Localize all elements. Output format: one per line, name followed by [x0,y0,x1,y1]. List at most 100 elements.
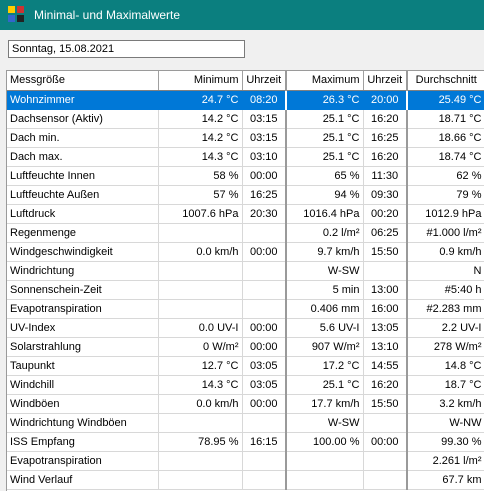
cell-max-time: 06:25 [363,223,408,243]
table-row[interactable]: Taupunkt 12.7 °C 03:05 17.2 °C 14:55 14.8 °C [7,356,484,376]
cell-measurement: Evapotranspiration [7,451,159,471]
cell-max-time: 20:00 [363,90,408,110]
cell-measurement: Dachsensor (Aktiv) [7,109,159,129]
table-row[interactable]: Dach min. 14.2 °C 03:15 25.1 °C 16:25 18.66 °… [7,128,484,148]
cell-minimum: 78.95 % [158,432,243,452]
cell-minimum: 14.3 °C [158,375,243,395]
table-row[interactable]: ISS Empfang 78.95 % 16:15 100.00 % 00:00 99.3… [7,432,484,452]
cell-maximum: 17.2 °C [286,356,364,376]
cell-measurement: ISS Empfang [7,432,159,452]
cell-min-time: 00:00 [242,242,287,262]
cell-maximum: 1016.4 hPa [286,204,364,224]
cell-maximum: W-SW [286,413,364,433]
cell-min-time: 00:00 [242,337,287,357]
col-header-average[interactable]: Durchschnitt [407,71,484,91]
cell-maximum: 94 % [286,185,364,205]
table-row[interactable]: Luftfeuchte Außen 57 % 16:25 94 % 09:30 79 % [7,185,484,205]
cell-average: 99.30 % [407,432,484,452]
cell-measurement: Windböen [7,394,159,414]
cell-minimum: 24.7 °C [158,90,243,110]
table-row[interactable]: Windrichtung Windböen W-SW W-NW [7,413,484,433]
cell-maximum: 100.00 % [286,432,364,452]
cell-average: #5:40 h [407,280,484,300]
cell-average: 25.49 °C [407,90,484,110]
cell-minimum: 12.7 °C [158,356,243,376]
window-titlebar[interactable]: Minimal- und Maximalwerte [0,0,484,30]
cell-max-time: 13:00 [363,280,408,300]
cell-average: 2.261 l/m² [407,451,484,471]
cell-max-time: 11:30 [363,166,408,186]
cell-maximum: 907 W/m² [286,337,364,357]
cell-min-time: 16:25 [242,185,287,205]
cell-average: #1.000 l/m² [407,223,484,243]
cell-min-time [242,223,287,243]
cell-max-time: 00:00 [363,432,408,452]
cell-min-time: 03:15 [242,128,287,148]
table-row[interactable]: Evapotranspiration 2.261 l/m² [7,451,484,471]
values-grid[interactable]: Messgröße Minimum Uhrzeit Maximum Uhrzei… [6,70,484,491]
table-row[interactable]: Windrichtung W-SW N [7,261,484,281]
cell-maximum: W-SW [286,261,364,281]
cell-minimum: 58 % [158,166,243,186]
table-row[interactable]: UV-Index 0.0 UV-I 00:00 5.6 UV-I 13:05 2.2 UV… [7,318,484,338]
col-header-minimum[interactable]: Minimum [158,71,243,91]
cell-minimum: 14.2 °C [158,109,243,129]
cell-average: 18.66 °C [407,128,484,148]
col-header-maximum[interactable]: Maximum [286,71,364,91]
cell-max-time: 16:20 [363,109,408,129]
cell-max-time: 00:20 [363,204,408,224]
cell-minimum [158,470,243,490]
date-field[interactable]: Sonntag, 15.08.2021 [8,40,245,58]
cell-minimum [158,261,243,281]
cell-average: #2.283 mm [407,299,484,319]
cell-maximum: 17.7 km/h [286,394,364,414]
col-header-min-time[interactable]: Uhrzeit [242,71,287,91]
cell-maximum: 25.1 °C [286,109,364,129]
cell-max-time: 16:20 [363,147,408,167]
col-header-max-time[interactable]: Uhrzeit [363,71,408,91]
table-row[interactable]: Dachsensor (Aktiv) 14.2 °C 03:15 25.1 °C 16:… [7,109,484,129]
cell-min-time [242,299,287,319]
table-row[interactable]: Evapotranspiration 0.406 mm 16:00 #2.283 mm [7,299,484,319]
cell-average: W-NW [407,413,484,433]
cell-max-time: 13:10 [363,337,408,357]
table-row[interactable]: Windböen 0.0 km/h 00:00 17.7 km/h 15:50 3.2 k… [7,394,484,414]
table-row[interactable]: Windchill 14.3 °C 03:05 25.1 °C 16:20 18.7 °C [7,375,484,395]
cell-measurement: Dach max. [7,147,159,167]
cell-max-time [363,470,408,490]
cell-max-time: 15:50 [363,394,408,414]
table-row[interactable]: Solarstrahlung 0 W/m² 00:00 907 W/m² 13:10 27… [7,337,484,357]
cell-average: 1012.9 hPa [407,204,484,224]
table-row[interactable]: Luftdruck 1007.6 hPa 20:30 1016.4 hPa 00:20 1… [7,204,484,224]
table-row[interactable]: Wind Verlauf 67.7 km [7,470,484,490]
cell-maximum: 0.406 mm [286,299,364,319]
cell-average: N [407,261,484,281]
table-row[interactable]: Sonnenschein-Zeit 5 min 13:00 #5:40 h [7,280,484,300]
cell-min-time: 08:20 [242,90,287,110]
cell-max-time: 16:25 [363,128,408,148]
cell-minimum [158,280,243,300]
col-header-measurement[interactable]: Messgröße [7,71,159,91]
table-row[interactable]: Windgeschwindigkeit 0.0 km/h 00:00 9.7 km/h… [7,242,484,262]
table-row[interactable]: Regenmenge 0.2 l/m² 06:25 #1.000 l/m² [7,223,484,243]
cell-max-time: 09:30 [363,185,408,205]
cell-min-time [242,261,287,281]
cell-measurement: Wohnzimmer [7,90,159,110]
cell-min-time: 03:10 [242,147,287,167]
cell-measurement: Regenmenge [7,223,159,243]
cell-minimum: 14.3 °C [158,147,243,167]
cell-max-time: 16:00 [363,299,408,319]
cell-measurement: Windrichtung [7,261,159,281]
cell-minimum: 1007.6 hPa [158,204,243,224]
cell-max-time: 14:55 [363,356,408,376]
table-row[interactable]: Dach max. 14.3 °C 03:10 25.1 °C 16:20 18.74 °… [7,147,484,167]
cell-measurement: Taupunkt [7,356,159,376]
cell-average: 79 % [407,185,484,205]
table-row[interactable]: Wohnzimmer 24.7 °C 08:20 26.3 °C 20:00 25.49 … [7,90,484,110]
table-row[interactable]: Luftfeuchte Innen 58 % 00:00 65 % 11:30 62 % [7,166,484,186]
cell-min-time: 03:05 [242,375,287,395]
cell-min-time: 03:15 [242,109,287,129]
cell-measurement: Windchill [7,375,159,395]
cell-measurement: UV-Index [7,318,159,338]
weather-station-icon[interactable] [8,6,26,24]
